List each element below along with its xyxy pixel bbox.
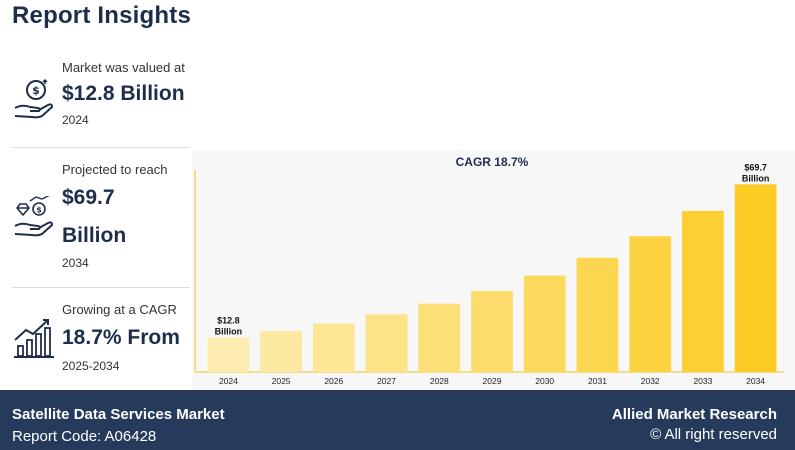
money-hand-icon: $: [14, 78, 53, 119]
bar-chart: CAGR 18.7% 2024 2025 2026 2027 2028 2029 2030 20…: [194, 155, 784, 386]
bar-2024: [207, 337, 250, 372]
stat-value-line1: $69.7: [62, 186, 115, 209]
stat-label: Market was valued at: [62, 60, 185, 75]
bar-2026: [313, 323, 355, 372]
svg-text:$: $: [36, 206, 42, 215]
stat-year: 2025-2034: [62, 359, 120, 374]
x-tick-label-2026: 2026: [324, 376, 343, 386]
bar-2033: [682, 210, 724, 372]
footer: Satellite Data Services Market Report Co…: [0, 390, 795, 450]
x-tick-label-2028: 2028: [430, 376, 449, 386]
chart-area: CAGR 18.7% 2024 2025 2026 2027 2028 2029 2030 20…: [192, 150, 795, 390]
x-tick-label-2029: 2029: [483, 376, 502, 386]
x-tick-label-2025: 2025: [272, 376, 291, 386]
bar-2030: [523, 275, 566, 372]
x-tick-label-2032: 2032: [641, 376, 660, 386]
chart-title: CAGR 18.7%: [456, 155, 529, 169]
growth-chart-icon: [14, 319, 54, 358]
stat-label: Projected to reach: [62, 162, 168, 177]
data-label-unit: Billion: [215, 327, 243, 337]
stat-projected-value: $ Projected to reach $69.7 Billion 2034: [12, 162, 188, 282]
bar-2034: [734, 184, 777, 372]
stat-value: $12.8 Billion: [62, 82, 185, 105]
svg-text:$: $: [32, 84, 40, 97]
stat-value: 18.7% From: [62, 326, 180, 349]
diamond-hand-icon: $: [14, 196, 53, 237]
page-title: Report Insights: [12, 2, 192, 29]
x-tick-label-2031: 2031: [588, 376, 607, 386]
bar-2029: [471, 290, 513, 372]
bar-2032: [629, 236, 672, 372]
data-label-value: $12.8: [217, 316, 240, 326]
bar-2031: [576, 257, 619, 372]
divider: [12, 287, 190, 288]
x-tick-label-2034: 2034: [746, 376, 765, 386]
stat-market-value: $ Market was valued at $12.8 Billion 202…: [12, 60, 188, 146]
stat-label: Growing at a CAGR: [62, 302, 177, 317]
divider: [12, 147, 190, 148]
x-tick-label-2033: 2033: [693, 376, 712, 386]
report-title: Satellite Data Services Market: [12, 406, 225, 423]
bar-2025: [260, 331, 302, 372]
x-tick-label-2024: 2024: [219, 376, 238, 386]
stat-year: 2034: [62, 255, 89, 270]
x-tick-label-2030: 2030: [535, 376, 554, 386]
stat-value-line2: Billion: [62, 224, 127, 248]
brand-name: Allied Market Research: [611, 406, 777, 423]
bar-2027: [365, 314, 408, 372]
stat-cagr: Growing at a CAGR 18.7% From 2025-2034: [12, 302, 188, 382]
bar-2028: [418, 303, 461, 372]
stat-year: 2024: [62, 113, 89, 128]
copyright: © All right reserved: [650, 426, 777, 443]
data-label-value: $69.7: [744, 162, 767, 172]
data-label-unit: Billion: [742, 173, 770, 183]
x-tick-label-2027: 2027: [377, 376, 396, 386]
report-code: Report Code: A06428: [12, 428, 157, 445]
